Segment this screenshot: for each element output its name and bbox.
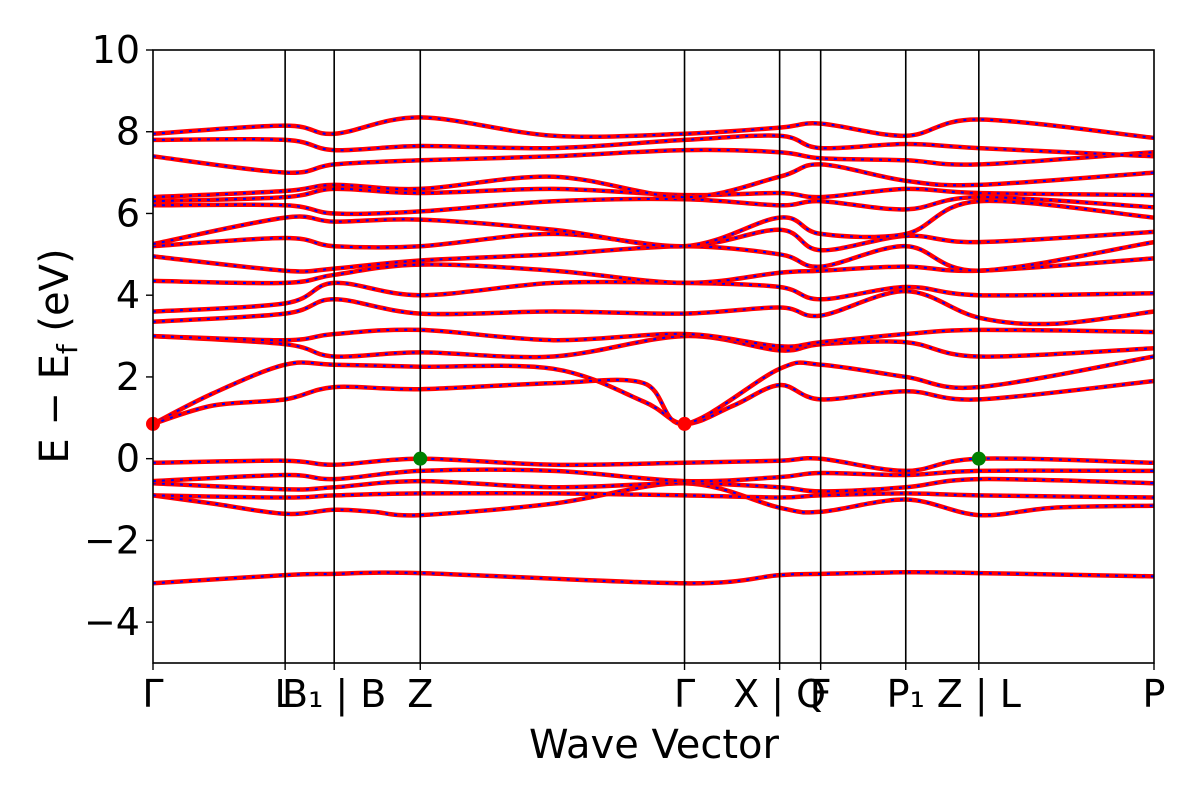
vbm-marker-1: [971, 451, 986, 466]
cbm-marker-1: [677, 416, 692, 431]
x-axis-ticks: Γ LB₁ | B Z Γ X | QF P₁ Z | L P: [142, 663, 1165, 717]
x-tick-label-4: Γ: [674, 672, 695, 716]
y-axis-title-sub: f: [51, 343, 84, 354]
band-line-19: [152, 147, 1155, 175]
x-tick-label-8: Z | L: [937, 672, 1021, 717]
band-line-7: [152, 354, 1155, 427]
bands-layer: [151, 115, 1155, 586]
band-line-6: [151, 360, 1155, 427]
high-symmetry-lines: [284, 50, 980, 663]
x-tick-label-5: X | Q: [733, 672, 826, 717]
band-line-0: [152, 569, 1155, 586]
y-tick-label-3: 2: [116, 355, 140, 399]
y-tick-label-4: 4: [116, 273, 140, 317]
x-tick-label-3: Z: [407, 672, 433, 716]
y-tick-label-2: 0: [116, 437, 140, 481]
x-tick-label-9: P: [1143, 672, 1166, 716]
band-line-12: [152, 256, 1155, 286]
y-axis-ticks: −4 −2 0 2 4 6 8 10: [84, 28, 153, 644]
vbm-marker-0: [413, 451, 428, 466]
y-tick-label-7: 10: [92, 28, 140, 72]
x-tick-label-0: Γ: [142, 672, 163, 716]
x-tick-label-2: B₁ | B: [282, 672, 386, 717]
x-tick-label-7: P₁: [887, 672, 925, 716]
plot-frame: [152, 49, 1155, 664]
band-line-10: [152, 288, 1155, 327]
band-line-2: [152, 490, 1155, 500]
x-axis-title: Wave Vector: [529, 722, 780, 768]
y-axis-title: E − Ef (eV): [32, 248, 84, 463]
y-tick-label-5: 6: [116, 191, 140, 235]
band-line-dashed-20: [152, 134, 1155, 158]
y-axis-title-unit: (eV): [32, 248, 78, 344]
band-line-3: [152, 476, 1155, 494]
y-tick-label-0: −4: [84, 600, 140, 644]
band-line-dashed-15: [152, 199, 1155, 248]
x-tick-label-6: F: [810, 672, 832, 716]
band-line-16: [152, 194, 1155, 217]
y-axis-title-main: E − E: [32, 354, 78, 464]
band-edge-markers: [146, 416, 986, 466]
band-line-4: [152, 467, 1155, 484]
band-line-9: [152, 327, 1155, 349]
band-line-5: [152, 455, 1155, 474]
band-line-dashed-0: [152, 571, 1155, 585]
x-tick-label-1: L: [275, 672, 296, 716]
y-tick-label-6: 8: [116, 110, 140, 154]
band-line-dashed-7: [152, 355, 1155, 425]
band-line-18: [152, 162, 1155, 200]
y-tick-label-1: −2: [84, 518, 140, 562]
band-line-8: [152, 333, 1155, 360]
